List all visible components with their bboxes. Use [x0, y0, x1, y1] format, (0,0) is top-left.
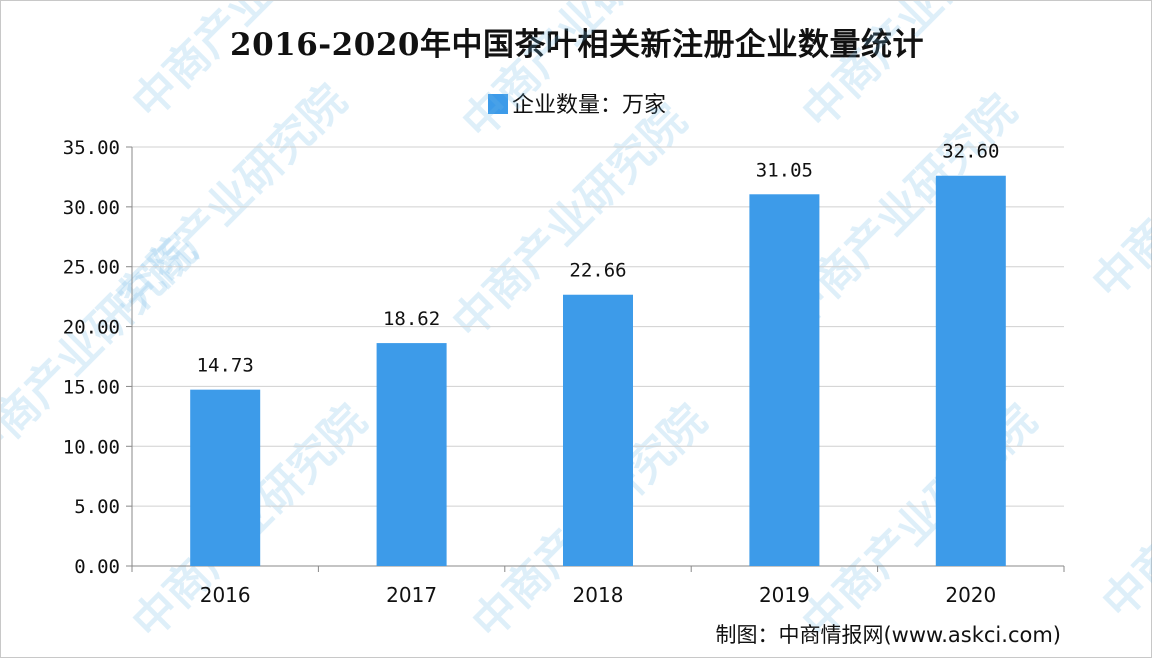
y-tick-label: 0.00 — [74, 556, 120, 578]
data-label: 31.05 — [756, 159, 813, 181]
y-tick-label: 30.00 — [63, 197, 120, 219]
bars — [190, 175, 1006, 566]
bar — [190, 389, 261, 566]
x-tick-label: 2019 — [759, 583, 810, 607]
data-label: 32.60 — [942, 141, 999, 163]
bar — [935, 175, 1006, 566]
y-tick-label: 15.00 — [63, 376, 120, 398]
bar — [749, 194, 820, 566]
legend-swatch — [487, 94, 508, 114]
x-tick-label: 2016 — [200, 583, 251, 607]
watermark-text: 中商产业研究院 — [1083, 55, 1152, 309]
labels: 0.00 5.00 10.00 15.00 20.00 25.00 30.00 35.00 20… — [63, 137, 1000, 607]
x-tick-label: 2018 — [573, 583, 624, 607]
data-label: 18.62 — [383, 308, 440, 330]
y-tick-label: 25.00 — [63, 257, 120, 279]
legend-label: 企业数量：万家 — [511, 93, 666, 118]
source-note: 制图：中商情报网(www.askci.com) — [715, 623, 1061, 647]
chart-title: 2016-2020年中国茶叶相关新注册企业数量统计 — [230, 27, 924, 63]
y-tick-label: 20.00 — [63, 317, 120, 339]
y-tick-label: 5.00 — [74, 496, 120, 518]
bar — [376, 343, 447, 566]
y-tick-label: 35.00 — [63, 137, 120, 159]
y-tick-label: 10.00 — [63, 436, 120, 458]
bar — [563, 294, 633, 566]
watermark-text: 中商产业研究院 — [793, 395, 1047, 649]
legend: 企业数量：万家 — [1, 87, 1152, 119]
watermark-text: 中商产业研究院 — [1093, 375, 1152, 629]
x-tick-label: 2020 — [945, 583, 996, 607]
data-label: 14.73 — [197, 355, 254, 377]
x-tick-label: 2017 — [386, 583, 437, 607]
data-label: 22.66 — [569, 260, 626, 282]
